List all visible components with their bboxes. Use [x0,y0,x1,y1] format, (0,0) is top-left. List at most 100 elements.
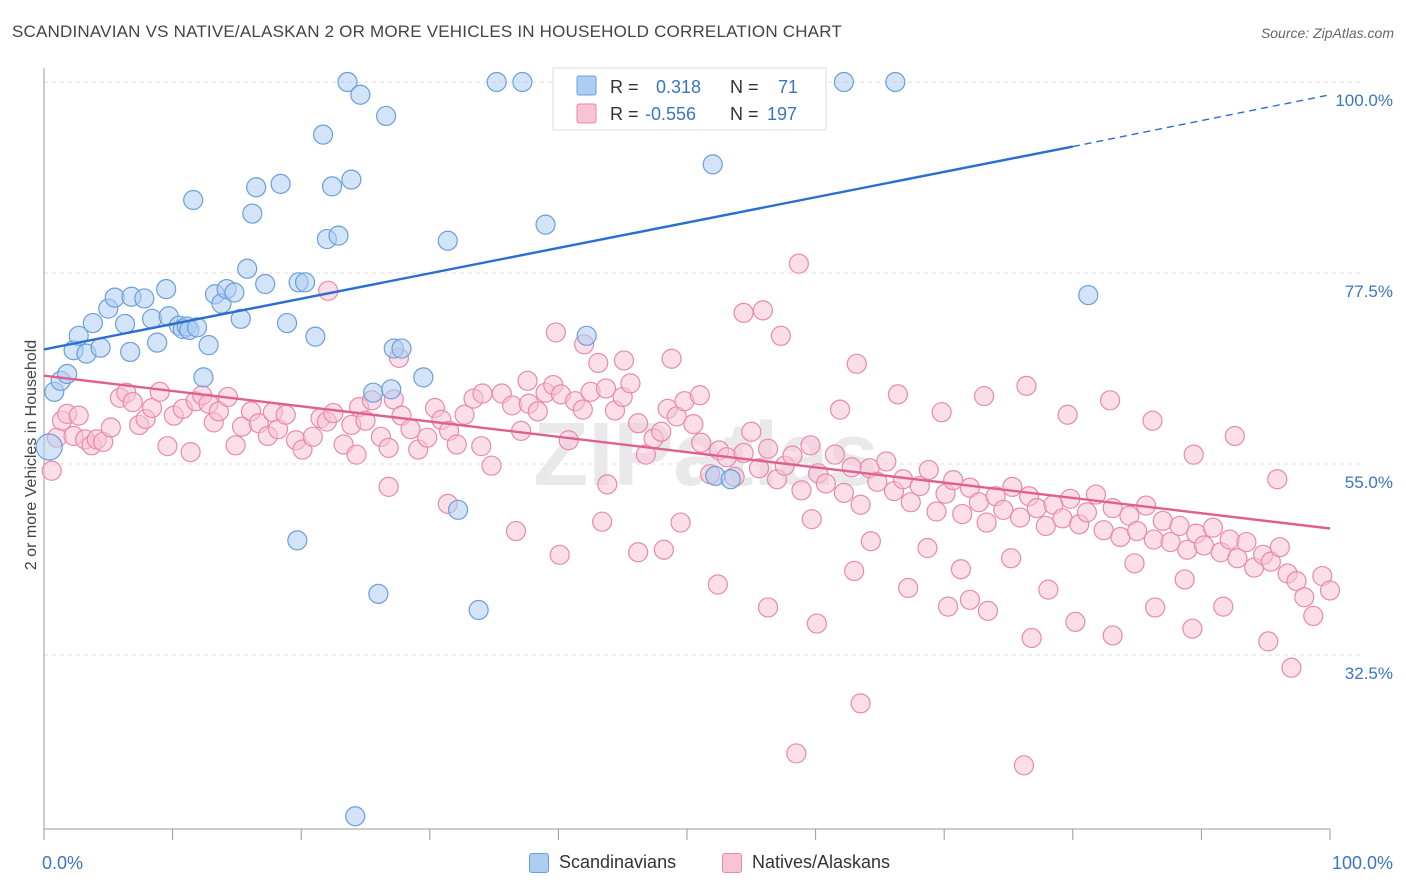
scandinavian-point [337,71,358,93]
native-alaskan-point [1219,529,1240,550]
y-tick-label: 100.0% [1335,91,1393,110]
legend-label-scandinavians: Scandinavians [559,852,677,872]
scandinavian-point [230,308,251,329]
legend-n-label: N = [730,104,759,124]
native-alaskan-point [572,399,593,420]
native-alaskan-point [545,322,566,343]
native-alaskan-point [454,404,475,425]
native-alaskan-point [1183,444,1204,465]
native-alaskan-point [993,499,1014,520]
native-alaskan-point [741,421,762,442]
native-alaskan-point [841,457,862,478]
scandinavian-point [255,273,276,295]
native-alaskan-point [1035,515,1056,537]
native-alaskan-point [846,353,867,374]
native-alaskan-point [1260,551,1281,572]
native-alaskan-point [620,373,641,394]
scandinavian-point [1078,284,1099,306]
native-alaskan-point [900,492,921,513]
native-alaskan-point [976,512,997,533]
legend-r-label: R = [610,77,639,97]
legend-r-value: -0.556 [645,104,696,124]
trend-lines [43,94,1331,530]
native-alaskan-point [1169,515,1190,537]
native-alaskan-point [670,512,691,533]
native-alaskan-point [829,399,851,420]
native-alaskan-point [613,350,635,371]
native-alaskan-point [707,574,728,595]
y-tick-labels: 100.0% 77.5% 55.0% 32.5% [1335,91,1393,683]
native-alaskan-point [782,445,803,466]
native-alaskan-point [683,413,704,435]
native-alaskan-point [791,480,812,501]
scandinavian-point [535,214,556,235]
native-alaskan-point [833,482,854,503]
native-alaskan-point [937,596,959,617]
scandinavian-point [368,583,389,604]
scandinavian-point [576,325,597,346]
native-alaskan-point [635,444,656,465]
scandinavian-point [833,71,854,93]
native-alaskan-point [1286,571,1307,592]
native-alaskan-point [806,613,827,634]
legend-item-natives-alaskans[interactable]: Natives/Alaskans [722,852,890,873]
native-alaskan-point [1294,587,1315,608]
native-alaskan-point [1124,553,1145,574]
scandinavian-point [90,337,111,358]
legend-r-label: R = [610,104,639,124]
scandinavian-point [328,225,349,246]
native-alaskan-point [1213,596,1234,617]
scandinavian-point [375,105,397,127]
native-alaskan-point [926,501,947,522]
native-alaskan-point [180,442,201,463]
scandinavian-point [486,71,507,93]
native-alaskan-point [801,509,822,530]
native-alaskan-point [1057,404,1078,425]
native-alaskan-point [733,302,754,323]
legend-n-label: N = [730,77,759,97]
native-alaskan-point [844,560,865,582]
native-alaskan-point [1202,517,1224,538]
native-alaskan-point [850,494,871,515]
scandinavian-point [141,308,163,329]
native-alaskan-point [748,458,770,479]
native-alaskan-point [943,470,964,491]
correlation-legend: R = 0.318 N = 71 R = -0.556 N = 197 [552,67,827,131]
native-alaskan-point [1160,531,1181,553]
y-tick-label: 32.5% [1345,664,1393,683]
scandinavian-point [305,326,326,347]
native-alaskan-point [1009,507,1031,528]
native-alaskan-point [502,395,523,416]
scandinavian-point [120,341,141,363]
native-alaskan-point [1038,579,1059,600]
native-alaskan-point [950,559,972,580]
native-alaskan-point [346,444,367,465]
native-alaskan-point [1227,548,1248,569]
native-alaskan-point [378,476,399,498]
scandinavian-point [224,282,245,303]
native-alaskan-point [931,402,952,423]
scandinavian-point [381,379,402,400]
native-alaskan-point [752,300,773,321]
native-alaskan-point [597,474,618,495]
native-alaskan-point [628,542,649,563]
native-alaskan-point [651,421,672,442]
native-alaskan-point [1182,618,1203,639]
native-alaskan-point [824,444,845,465]
native-alaskan-point [323,402,344,424]
y-tick-label: 77.5% [1345,282,1393,301]
native-alaskan-point [691,432,712,453]
native-alaskan-point [302,426,323,447]
scandinavian-point [447,499,469,520]
native-alaskan-point [355,410,376,431]
scandinavian-point [82,312,103,334]
native-alaskan-point [100,417,121,438]
legend-item-scandinavians[interactable]: Scandinavians [529,852,676,873]
scandinavian-point [134,288,155,309]
native-alaskan-point [1267,469,1288,490]
scandinavian-point [312,124,334,145]
scandinavian-point [156,279,177,300]
native-alaskan-point [68,405,89,426]
scandinavian-point [237,258,258,279]
